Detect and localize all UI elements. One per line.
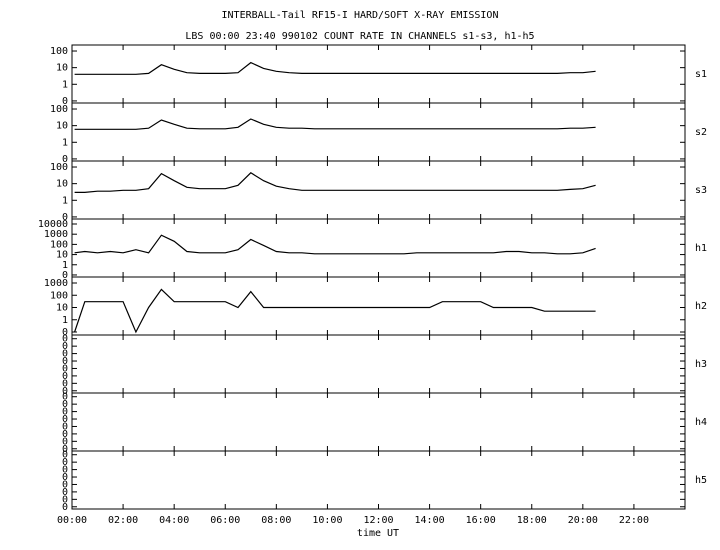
y-tick-label: 0: [62, 386, 68, 397]
y-tick-label: 0: [62, 154, 68, 165]
y-tick-label: 10: [56, 250, 68, 261]
y-tick-label: 0: [62, 421, 68, 432]
y-tick-label: 1: [62, 315, 68, 326]
y-tick-label: 0: [62, 270, 68, 281]
y-tick-label: 1: [62, 137, 68, 148]
x-tick-label: 08:00: [261, 515, 291, 526]
x-tick-label: 02:00: [108, 515, 138, 526]
y-tick-label: 0: [62, 363, 68, 374]
y-tick-label: 100: [50, 290, 68, 301]
data-line: [74, 288, 596, 334]
y-tick-label: 0: [62, 444, 68, 455]
y-tick-label: 0: [62, 479, 68, 490]
x-tick-label: 18:00: [517, 515, 547, 526]
x-tick-label: 22:00: [619, 515, 649, 526]
x-tick-label: 06:00: [210, 515, 240, 526]
y-tick-label: 0: [62, 392, 68, 403]
x-tick-label: 20:00: [568, 515, 598, 526]
x-tick-label: 12:00: [363, 515, 393, 526]
chart-subtitle: LBS 00:00 23:40 990102 COUNT RATE IN CHA…: [185, 31, 534, 42]
y-tick-label: 0: [62, 212, 68, 223]
panel-label: h5: [695, 475, 707, 486]
x-tick-label: 10:00: [312, 515, 342, 526]
x-tick-label: 16:00: [466, 515, 496, 526]
panel-label: h3: [695, 359, 707, 370]
panel-label: s2: [695, 127, 707, 138]
y-tick-label: 0: [62, 334, 68, 345]
y-tick-label: 0: [62, 450, 68, 461]
y-tick-label: 0: [62, 327, 68, 338]
y-tick-label: 10: [56, 121, 68, 132]
x-tick-label: 00:00: [57, 515, 87, 526]
panel-label: s3: [695, 185, 707, 196]
x-tick-label: 04:00: [159, 515, 189, 526]
y-tick-label: 0: [62, 349, 68, 360]
y-tick-label: 100: [50, 46, 68, 57]
y-tick-label: 0: [62, 399, 68, 410]
y-tick-label: 100: [50, 104, 68, 115]
y-tick-label: 100: [50, 162, 68, 173]
y-tick-label: 0: [62, 341, 68, 352]
y-tick-label: 1000: [44, 229, 68, 240]
y-tick-label: 0: [62, 371, 68, 382]
y-tick-label: 1: [62, 195, 68, 206]
panel-label: h1: [695, 243, 707, 254]
y-tick-label: 0: [62, 356, 68, 367]
y-tick-label: 1: [62, 79, 68, 90]
panel-label: s1: [695, 69, 707, 80]
y-tick-label: 0: [62, 494, 68, 505]
y-tick-label: 100: [50, 239, 68, 250]
y-tick-label: 0: [62, 96, 68, 107]
y-tick-label: 0: [62, 502, 68, 513]
y-tick-label: 0: [62, 429, 68, 440]
y-tick-label: 1000: [44, 278, 68, 289]
data-line: [74, 172, 596, 193]
data-line: [74, 118, 596, 130]
panel-label: h2: [695, 301, 707, 312]
chart-title: INTERBALL-Tail RF15-I HARD/SOFT X-RAY EM…: [222, 10, 499, 21]
data-line: [74, 61, 596, 75]
y-tick-label: 0: [62, 436, 68, 447]
y-tick-label: 0: [62, 457, 68, 468]
y-tick-label: 0: [62, 407, 68, 418]
y-tick-label: 0: [62, 465, 68, 476]
y-tick-label: 0: [62, 378, 68, 389]
y-tick-label: 10000: [38, 219, 68, 230]
y-tick-label: 1: [62, 260, 68, 271]
y-tick-label: 10: [56, 179, 68, 190]
x-axis-label: time UT: [357, 528, 399, 539]
data-line: [74, 234, 596, 255]
x-tick-label: 14:00: [415, 515, 445, 526]
y-tick-label: 10: [56, 303, 68, 314]
panel-label: h4: [695, 417, 707, 428]
y-tick-label: 0: [62, 472, 68, 483]
y-tick-label: 0: [62, 487, 68, 498]
y-tick-label: 10: [56, 63, 68, 74]
y-tick-label: 0: [62, 414, 68, 425]
